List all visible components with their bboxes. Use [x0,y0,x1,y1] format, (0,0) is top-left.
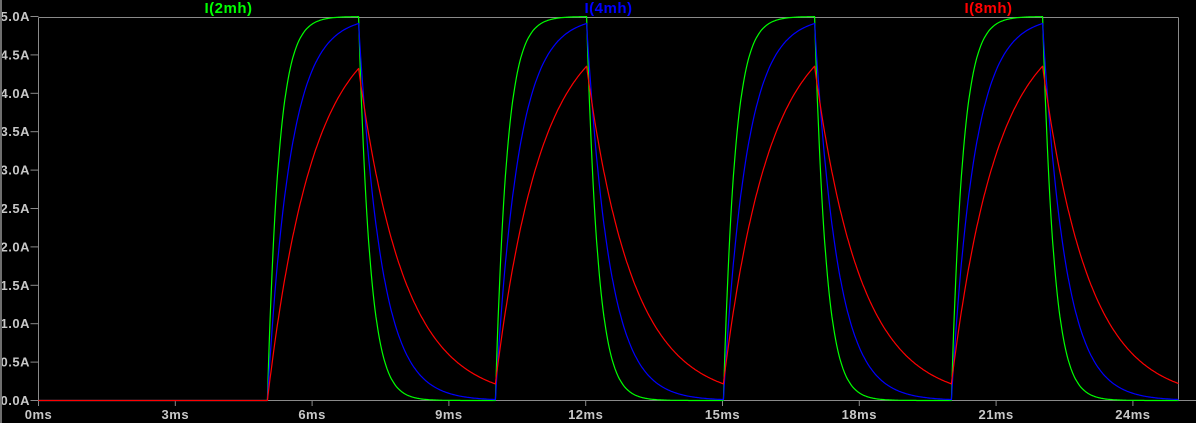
y-tick-label: 4.0A [1,86,31,101]
x-tick-label: 12ms [568,407,603,422]
pane-left-edge [0,0,2,423]
y-tick-label: 3.0A [1,163,31,178]
y-tick-label: 1.0A [1,316,31,331]
legend-trace-i2mh[interactable]: I(2mh) [204,0,253,17]
y-tick-label: 1.5A [1,278,31,293]
legend-trace-i8mh[interactable]: I(8mh) [964,0,1013,17]
x-tick-label: 3ms [162,407,190,422]
y-tick-label: 2.0A [1,239,31,254]
x-tick-label: 21ms [978,407,1013,422]
y-tick-label: 4.5A [1,47,31,62]
x-tick-label: 9ms [435,407,463,422]
x-tick-label: 6ms [298,407,326,422]
x-tick-label: 15ms [705,407,740,422]
x-tick-label: 0ms [25,407,53,422]
y-tick-label: 0.0A [1,393,31,408]
trace-i8mh [38,65,1179,402]
legend-trace-i4mh[interactable]: I(4mh) [584,0,633,17]
y-tick-label: 2.5A [1,201,31,216]
y-tick-label: 0.5A [1,355,31,370]
trace-i2mh [38,16,1179,402]
x-tick-label: 24ms [1115,407,1150,422]
y-tick-label: 5.0A [1,9,31,24]
x-tick-label: 18ms [842,407,877,422]
y-tick-label: 3.5A [1,124,31,139]
